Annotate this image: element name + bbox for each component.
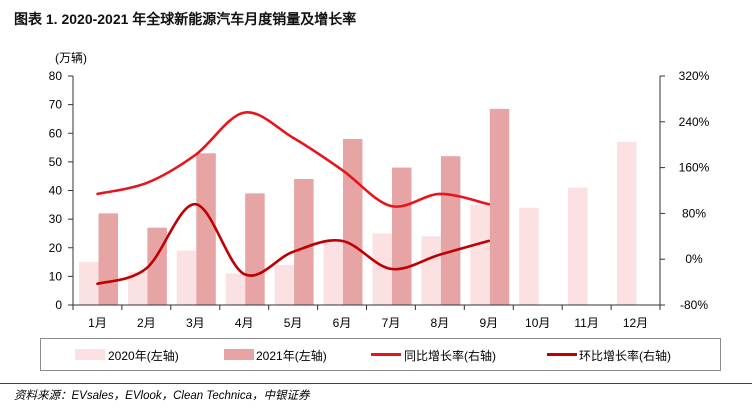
left-y-tick-label: 50 — [49, 155, 63, 169]
left-y-tick-label: 30 — [49, 212, 63, 226]
bar-2020-m12 — [617, 141, 637, 305]
bar-2021-m1 — [98, 213, 118, 305]
source-divider — [0, 383, 752, 384]
legend-label-2020: 2020年(左轴) — [108, 349, 179, 363]
x-tick-label: 6月 — [333, 316, 352, 330]
right-y-tick-label: 80% — [682, 206, 706, 220]
legend-swatch-mom-line — [547, 353, 577, 356]
x-tick-label: 1月 — [88, 316, 107, 330]
bar-2020-m2 — [127, 272, 148, 305]
bar-2020-m4 — [225, 273, 246, 305]
left-y-tick-label: 0 — [55, 298, 62, 312]
legend-swatch-2020 — [75, 349, 105, 360]
legend-swatch-yoy-line — [371, 353, 401, 356]
x-tick-label: 8月 — [431, 316, 450, 330]
right-y-tick-label: 160% — [679, 161, 710, 175]
legend-label-2021: 2021年(左轴) — [256, 349, 327, 363]
legend: 2020年(左轴) 2021年(左轴) 同比增长率(右轴) 环比增长率(右轴) — [40, 338, 721, 371]
bar-2021-m7 — [392, 167, 412, 305]
left-y-tick-label: 10 — [49, 269, 63, 283]
legend-swatch-2021 — [224, 349, 254, 360]
x-tick-label: 7月 — [382, 316, 401, 330]
right-y-tick-label: 240% — [679, 115, 710, 129]
bar-2021-m3 — [196, 153, 216, 305]
bar-2021-m6 — [343, 139, 363, 305]
right-y-tick-label: -80% — [680, 298, 708, 312]
bar-2020-m6 — [323, 242, 343, 305]
bar-2020-m7 — [372, 233, 392, 305]
x-tick-label: 12月 — [623, 316, 648, 330]
bar-2020-m10 — [519, 207, 539, 305]
left-y-tick-label: 80 — [49, 69, 63, 83]
right-y-tick-label: 320% — [679, 69, 710, 83]
left-y-tick-label: 70 — [49, 98, 63, 112]
bar-2020-m3 — [176, 250, 197, 305]
source-note: 资料来源：EVsales，EVlook，Clean Technica，中银证券 — [14, 390, 310, 402]
x-tick-label: 5月 — [284, 316, 303, 330]
bar-2021-m4 — [245, 193, 265, 305]
x-tick-label: 4月 — [235, 316, 254, 330]
yoy-growth-line — [96, 111, 491, 208]
bar-2020-m1 — [79, 262, 99, 305]
bar-2020-m11 — [568, 187, 588, 305]
bar-2021-m9 — [489, 108, 510, 306]
legend-label-yoy: 同比增长率(右轴) — [404, 349, 496, 363]
left-y-tick-label: 20 — [49, 241, 63, 255]
bar-2020-m5 — [274, 264, 295, 305]
right-y-tick-label: 0% — [685, 252, 703, 266]
left-y-tick-label: 60 — [49, 126, 63, 140]
bar-2021-m8 — [440, 156, 461, 305]
bar-2020-m8 — [421, 236, 441, 305]
x-tick-label: 3月 — [186, 316, 205, 330]
chart-title: 图表 1. 2020-2021 年全球新能源汽车月度销量及增长率 — [14, 11, 357, 27]
legend-label-mom: 环比增长率(右轴) — [579, 349, 671, 363]
x-tick-label: 2月 — [137, 316, 156, 330]
bar-2021-m5 — [294, 179, 314, 305]
x-tick-label: 11月 — [574, 316, 598, 330]
mom-growth-line — [96, 202, 491, 286]
bar-2021-m2 — [147, 227, 167, 305]
left-axis-unit-label: (万辆) — [55, 51, 87, 65]
x-tick-label: 10月 — [525, 316, 550, 330]
bar-2020-m9 — [470, 204, 490, 305]
left-y-tick-label: 40 — [49, 184, 63, 198]
x-tick-label: 9月 — [479, 316, 498, 330]
